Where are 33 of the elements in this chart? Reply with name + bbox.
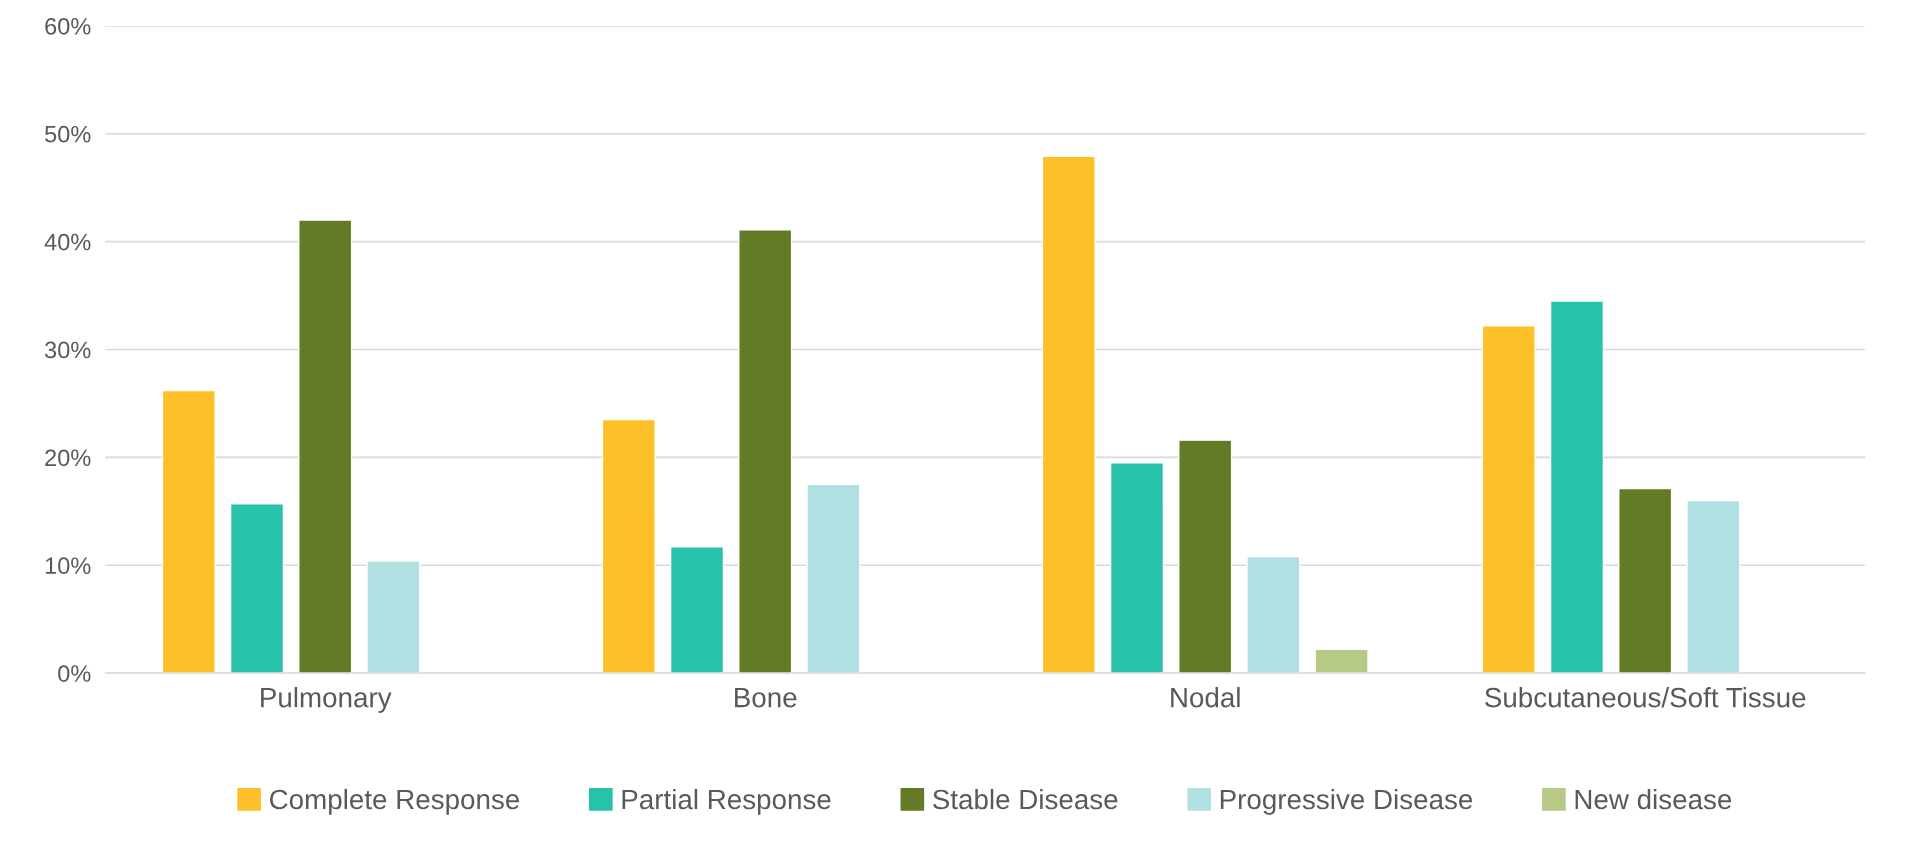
bar [1314, 648, 1369, 674]
bar [669, 546, 725, 674]
bar [1246, 555, 1301, 674]
bar [806, 483, 861, 674]
x-tick-label: Bone [735, 688, 797, 708]
legend-label: Complete Response [270, 788, 520, 815]
y-tick-label: 50% [45, 125, 91, 143]
y-tick-label: 30% [44, 341, 91, 359]
legend-label: Progressive Disease [1220, 788, 1473, 815]
legend-label: New disease [1575, 788, 1732, 810]
bar [738, 229, 793, 674]
bar [1686, 499, 1741, 674]
bar [601, 418, 656, 674]
y-tick-label: 0% [58, 665, 91, 682]
y-tick-label: 10% [45, 557, 91, 575]
y-tick-label: 40% [44, 233, 91, 251]
bar [229, 503, 285, 674]
x-tick-label: Pulmonary [261, 687, 392, 713]
legend-label: Stable Disease [933, 788, 1118, 810]
bar [298, 219, 353, 674]
bar [161, 389, 216, 674]
x-tick-label: Nodal [1171, 687, 1240, 708]
bar [1041, 155, 1096, 674]
bar [1549, 300, 1605, 674]
bar [1481, 325, 1536, 674]
x-tick-label: Subcutaneous/Soft Tissue [1485, 687, 1806, 708]
y-tick-label: 60% [45, 17, 91, 35]
bar [366, 560, 421, 674]
bar [1178, 439, 1233, 674]
legend-label: Partial Response [622, 788, 831, 815]
y-tick-label: 20% [45, 449, 91, 467]
bar [1109, 462, 1165, 674]
bar [1618, 487, 1673, 674]
